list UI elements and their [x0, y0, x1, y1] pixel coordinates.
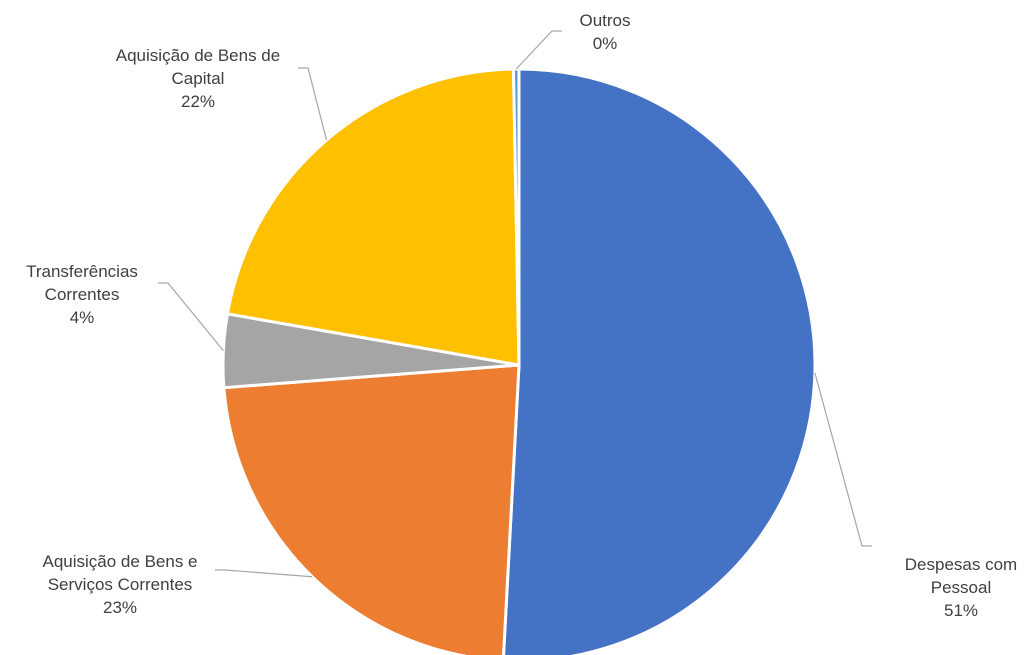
leader-line	[515, 30, 562, 70]
data-label-category: Outros	[579, 11, 630, 30]
leader-line	[298, 67, 328, 141]
leader-line	[158, 282, 224, 352]
pie-slice	[225, 67, 521, 367]
data-label-percent: 23%	[103, 598, 137, 617]
data-label-percent: 51%	[944, 601, 978, 620]
pie-slice	[502, 67, 817, 655]
data-label-category: Correntes	[45, 285, 120, 304]
data-label-category: Transferências	[26, 262, 138, 281]
leader-line	[814, 372, 872, 547]
data-labels: Despesas com Pessoal 51% Aquisição de Bens …	[26, 11, 1017, 620]
data-label-category: Aquisição de Bens de	[116, 46, 280, 65]
data-label-category: Pessoal	[931, 578, 991, 597]
data-label-category: Aquisição de Bens e	[43, 552, 198, 571]
data-label-category: Serviços Correntes	[48, 575, 193, 594]
pie-slice	[222, 363, 521, 655]
leader-line	[215, 569, 313, 578]
data-label-percent: 0%	[593, 34, 618, 53]
data-label-percent: 4%	[70, 308, 95, 327]
data-label-percent: 22%	[181, 92, 215, 111]
leader-lines	[158, 30, 872, 578]
pie-slices	[221, 67, 817, 655]
data-label-category: Capital	[172, 69, 225, 88]
data-label-category: Despesas com	[905, 555, 1017, 574]
